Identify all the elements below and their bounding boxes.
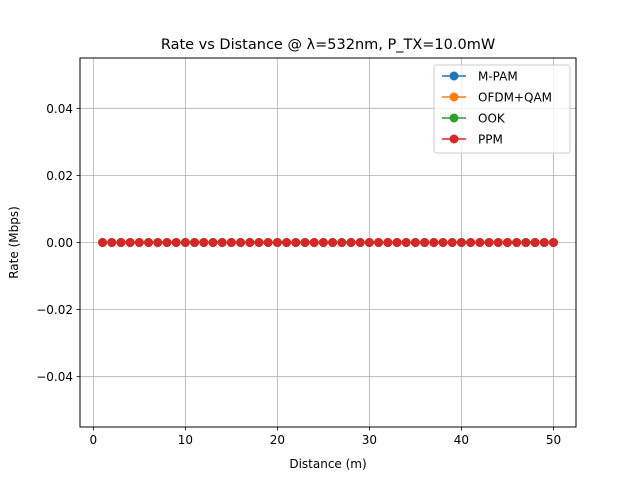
legend-marker (449, 71, 459, 81)
legend: M-PAM OFDM+QAM OOK PPM (433, 64, 571, 154)
data-point (429, 238, 439, 247)
data-point (355, 238, 365, 247)
data-point (125, 238, 135, 247)
data-point (272, 238, 282, 247)
x-axis-ticks: 0 10 20 30 40 50 (90, 427, 561, 447)
data-point (300, 238, 310, 247)
data-point (116, 238, 126, 247)
data-point (254, 238, 264, 247)
data-point (208, 238, 218, 247)
x-tick-label: 40 (454, 433, 469, 447)
data-point (539, 238, 549, 247)
x-axis-label: Distance (m) (289, 457, 366, 471)
data-point (318, 238, 328, 247)
data-point (484, 238, 494, 247)
data-point (263, 238, 273, 247)
data-point (374, 238, 384, 247)
data-point (98, 238, 108, 247)
data-point (236, 238, 246, 247)
legend-marker (449, 92, 459, 102)
data-point (420, 238, 430, 247)
y-axis-label: Rate (Mbps) (7, 206, 21, 279)
data-point (328, 238, 338, 247)
data-point (199, 238, 209, 247)
data-point (521, 238, 531, 247)
data-point (364, 238, 374, 247)
data-point (410, 238, 420, 247)
data-point (346, 238, 356, 247)
data-point (337, 238, 347, 247)
legend-label: OFDM+QAM (478, 91, 552, 105)
data-point (530, 238, 540, 247)
data-point (226, 238, 236, 247)
data-point (180, 238, 190, 247)
data-point (447, 238, 457, 247)
y-tick-label: 0.04 (46, 102, 73, 116)
legend-marker (449, 134, 459, 144)
legend-box (433, 64, 571, 154)
legend-label: PPM (478, 133, 503, 147)
data-point (502, 238, 512, 247)
data-point (438, 238, 448, 247)
data-point (548, 238, 558, 247)
data-point (171, 238, 181, 247)
x-tick-label: 50 (546, 433, 561, 447)
data-point (144, 238, 154, 247)
data-point (475, 238, 485, 247)
y-tick-label: −0.02 (36, 303, 73, 317)
data-point (245, 238, 255, 247)
y-axis-ticks: −0.04 −0.02 0.00 0.02 0.04 (36, 102, 80, 384)
data-point (291, 238, 301, 247)
data-point (107, 238, 117, 247)
data-point (162, 238, 172, 247)
data-point (466, 238, 476, 247)
data-point (456, 238, 466, 247)
x-tick-label: 10 (178, 433, 193, 447)
legend-label: M-PAM (478, 70, 518, 84)
data-point (392, 238, 402, 247)
data-point (401, 238, 411, 247)
data-point (309, 238, 319, 247)
y-tick-label: 0.00 (46, 236, 73, 250)
data-point (153, 238, 163, 247)
series-ppm (98, 238, 558, 247)
y-tick-label: 0.02 (46, 169, 73, 183)
data-point (493, 238, 503, 247)
x-tick-label: 0 (90, 433, 98, 447)
data-point (134, 238, 144, 247)
series-layer (98, 238, 558, 247)
data-point (282, 238, 292, 247)
x-tick-label: 20 (270, 433, 285, 447)
data-point (217, 238, 227, 247)
chart-title: Rate vs Distance @ λ=532nm, P_TX=10.0mW (161, 37, 495, 53)
x-tick-label: 30 (362, 433, 377, 447)
y-tick-label: −0.04 (36, 370, 73, 384)
legend-marker (449, 113, 459, 123)
legend-label: OOK (478, 112, 506, 126)
data-point (383, 238, 393, 247)
data-point (512, 238, 522, 247)
data-point (190, 238, 200, 247)
